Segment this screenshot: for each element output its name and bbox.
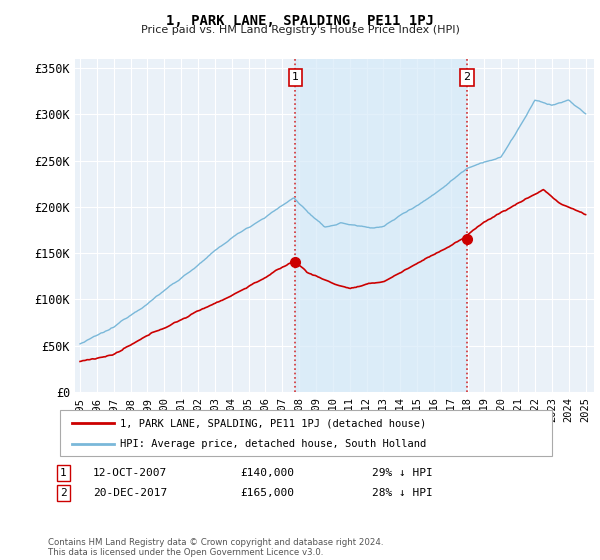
Text: 1, PARK LANE, SPALDING, PE11 1PJ: 1, PARK LANE, SPALDING, PE11 1PJ xyxy=(166,14,434,28)
Text: 29% ↓ HPI: 29% ↓ HPI xyxy=(372,468,433,478)
Text: 28% ↓ HPI: 28% ↓ HPI xyxy=(372,488,433,498)
Text: Contains HM Land Registry data © Crown copyright and database right 2024.
This d: Contains HM Land Registry data © Crown c… xyxy=(48,538,383,557)
Text: 1: 1 xyxy=(60,468,67,478)
Text: 1, PARK LANE, SPALDING, PE11 1PJ (detached house): 1, PARK LANE, SPALDING, PE11 1PJ (detach… xyxy=(120,418,426,428)
Text: HPI: Average price, detached house, South Holland: HPI: Average price, detached house, Sout… xyxy=(120,438,426,449)
Text: 2: 2 xyxy=(464,72,470,82)
Text: 12-OCT-2007: 12-OCT-2007 xyxy=(93,468,167,478)
Text: £165,000: £165,000 xyxy=(240,488,294,498)
Text: £140,000: £140,000 xyxy=(240,468,294,478)
Bar xyxy=(295,59,467,392)
Text: 1: 1 xyxy=(292,72,299,82)
Text: Price paid vs. HM Land Registry's House Price Index (HPI): Price paid vs. HM Land Registry's House … xyxy=(140,25,460,35)
Text: 20-DEC-2017: 20-DEC-2017 xyxy=(93,488,167,498)
Text: 2: 2 xyxy=(60,488,67,498)
